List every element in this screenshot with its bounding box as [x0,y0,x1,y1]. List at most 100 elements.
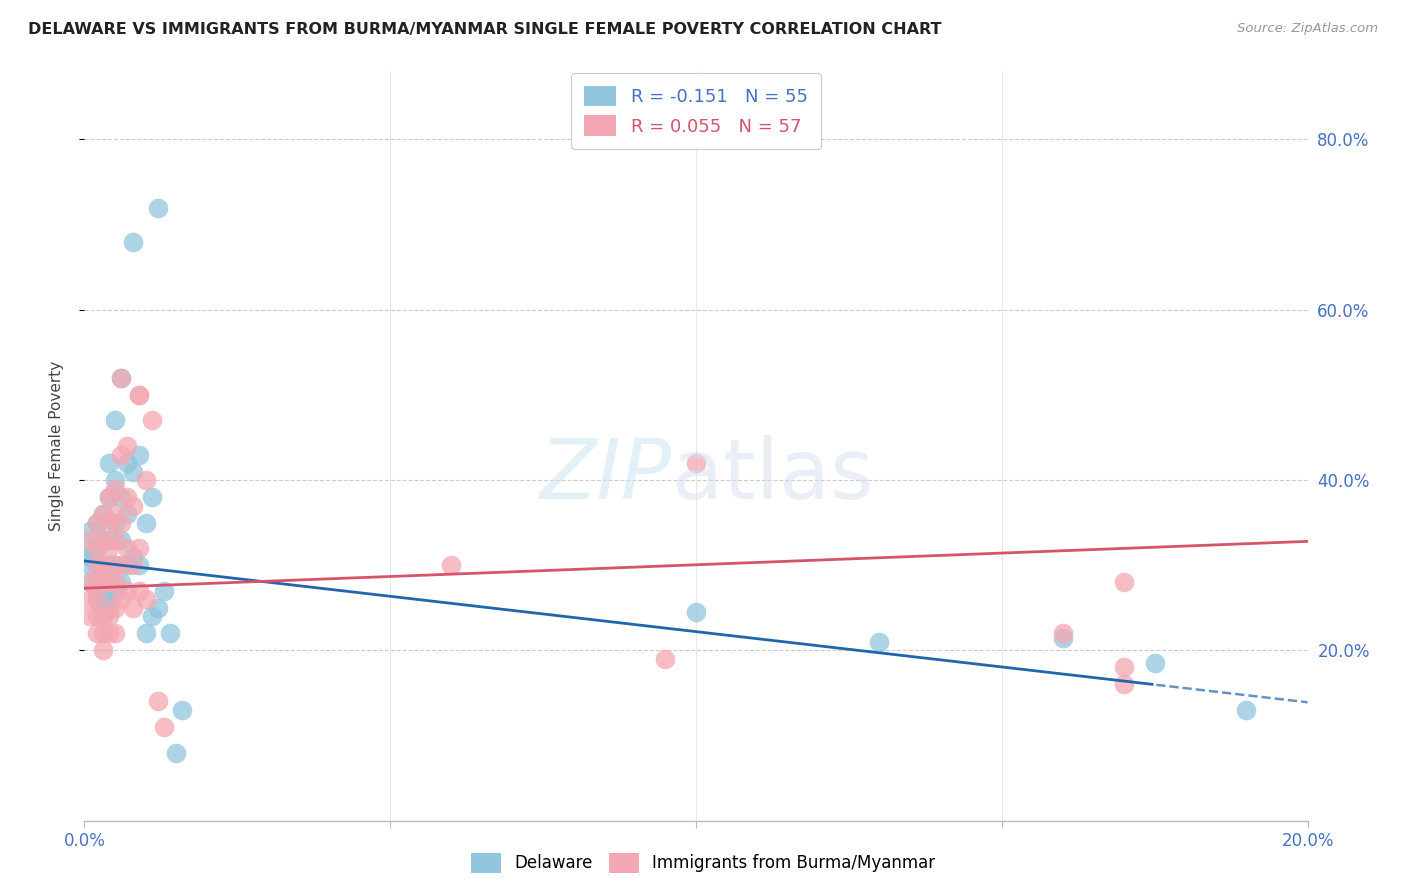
Point [97,490,120,504]
Point [79,592,101,607]
Point [91,575,114,590]
Point [153,583,176,598]
Point [141,490,163,504]
Point [110,558,132,573]
Point [685,456,707,470]
Point [1052,626,1074,640]
Point [104,558,127,573]
Point [86,516,108,530]
Point [97,558,120,573]
Point [86,609,108,624]
Y-axis label: Single Female Poverty: Single Female Poverty [49,361,63,531]
Point [128,541,150,556]
Point [122,558,145,573]
Point [86,541,108,556]
Point [79,558,101,573]
Point [115,490,138,504]
Point [104,516,127,530]
Point [97,575,120,590]
Point [104,600,127,615]
Point [122,465,145,479]
Point [79,609,101,624]
Point [110,448,132,462]
Point [79,541,101,556]
Point [97,541,120,556]
Point [135,473,157,487]
Legend: Delaware, Immigrants from Burma/Myanmar: Delaware, Immigrants from Burma/Myanmar [464,847,942,880]
Point [91,533,114,547]
Point [97,609,120,624]
Point [97,626,120,640]
Point [97,516,120,530]
Point [1143,656,1166,670]
Point [110,371,132,385]
Point [172,703,194,717]
Point [91,558,114,573]
Text: ZIP: ZIP [540,435,672,516]
Point [141,413,163,427]
Point [122,549,145,564]
Point [91,609,114,624]
Point [86,626,108,640]
Point [79,575,101,590]
Point [104,507,127,521]
Point [104,558,127,573]
Point [128,388,150,402]
Point [104,626,127,640]
Point [79,549,101,564]
Point [91,643,114,657]
Point [146,600,169,615]
Point [141,609,163,624]
Point [115,541,138,556]
Point [128,448,150,462]
Point [104,482,127,496]
Point [91,507,114,521]
Legend: R = -0.151   N = 55, R = 0.055   N = 57: R = -0.151 N = 55, R = 0.055 N = 57 [571,73,821,149]
Point [1114,660,1136,674]
Point [79,524,101,538]
Point [86,575,108,590]
Point [1114,677,1136,691]
Point [122,235,145,249]
Point [86,592,108,607]
Point [1052,631,1074,645]
Point [135,592,157,607]
Point [110,533,132,547]
Text: atlas: atlas [672,435,873,516]
Point [86,583,108,598]
Point [97,600,120,615]
Text: DELAWARE VS IMMIGRANTS FROM BURMA/MYANMAR SINGLE FEMALE POVERTY CORRELATION CHAR: DELAWARE VS IMMIGRANTS FROM BURMA/MYANMA… [28,22,942,37]
Point [685,605,707,619]
Point [1236,703,1258,717]
Point [115,558,138,573]
Point [122,600,145,615]
Point [110,490,132,504]
Point [135,516,157,530]
Point [97,456,120,470]
Point [128,558,150,573]
Point [86,541,108,556]
Point [115,583,138,598]
Point [115,439,138,453]
Point [146,694,169,708]
Point [86,558,108,573]
Point [104,575,127,590]
Point [654,652,676,666]
Point [79,575,101,590]
Point [1114,575,1136,590]
Point [86,516,108,530]
Point [153,720,176,734]
Text: Source: ZipAtlas.com: Source: ZipAtlas.com [1237,22,1378,36]
Point [104,533,127,547]
Point [110,516,132,530]
Point [91,592,114,607]
Point [91,626,114,640]
Point [440,558,463,573]
Point [104,473,127,487]
Point [165,746,187,760]
Point [115,456,138,470]
Point [91,575,114,590]
Point [110,575,132,590]
Point [86,592,108,607]
Point [91,558,114,573]
